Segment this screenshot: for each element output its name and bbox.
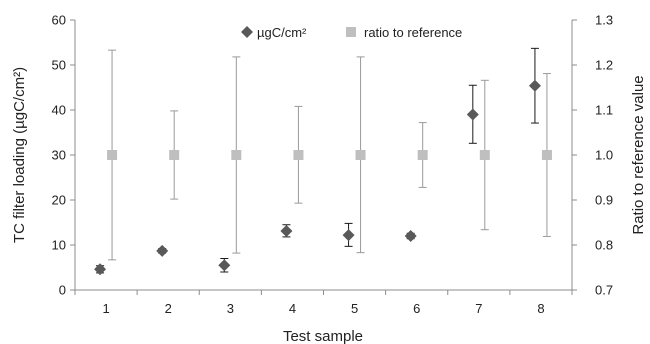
x-tick-label: 5 [351,301,358,316]
x-tick-label: 7 [475,301,482,316]
legend-item-ratio: ratio to reference [346,25,462,40]
y-left-tick-label: 60 [52,13,66,28]
y-axis-right-title: Ratio to reference value [630,75,647,234]
x-tick-label: 4 [289,301,296,316]
legend-square-marker [346,27,356,37]
data-point-diamond [528,79,541,92]
data-point-diamond [280,225,293,238]
legend: µgC/cm² ratio to reference [241,25,462,40]
legend-label-tc: µgC/cm² [257,25,307,40]
data-point-square [479,150,490,160]
y-right-tick-label: 0.8 [595,238,613,253]
y-left-tick-label: 20 [52,193,66,208]
y-left-tick-label: 10 [52,238,66,253]
data-point-diamond [218,259,231,272]
data-point-square [355,150,366,160]
y-left-tick-label: 30 [52,148,66,163]
y-right-tick-label: 1.3 [595,13,613,28]
ticks: 0 10 20 30 40 50 60 0.7 0.8 0.9 1.0 1.1 1.2 1.3 1 2 3 4 5 6… [52,13,614,317]
y-left-tick-label: 0 [59,283,66,298]
axes [74,20,573,291]
data-point-square [169,150,180,160]
legend-label-ratio: ratio to reference [364,25,462,40]
data-point-square [541,150,552,160]
data-point-diamond [156,244,169,257]
x-tick-label: 1 [102,301,109,316]
data-point-diamond [466,108,479,121]
y-right-tick-label: 0.9 [595,193,613,208]
error-bars [96,47,551,274]
y-left-tick-label: 50 [52,58,66,73]
data-point-diamond [404,230,417,242]
data-point-square [231,150,242,160]
y-right-tick-label: 0.7 [595,283,613,298]
x-axis-title: Test sample [283,328,363,344]
data-point-diamond [342,229,355,242]
y-left-tick-label: 40 [52,103,66,118]
y-right-tick-label: 1.1 [595,103,613,118]
data-point-square [293,150,304,160]
y-right-tick-label: 1.2 [595,58,613,73]
legend-item-tc: µgC/cm² [241,25,307,40]
x-tick-label: 3 [227,301,234,316]
data-point-square [107,150,118,160]
x-tick-label: 2 [165,301,172,316]
data-point-square [417,150,428,160]
y-right-tick-label: 1.0 [595,148,613,163]
data-point-diamond [94,263,107,276]
x-tick-label: 6 [413,301,420,316]
y-axis-left-title: TC filter loading (µgC/cm²) [11,67,28,243]
legend-diamond-marker [241,26,253,38]
x-tick-label: 8 [537,301,544,316]
markers [94,79,552,276]
